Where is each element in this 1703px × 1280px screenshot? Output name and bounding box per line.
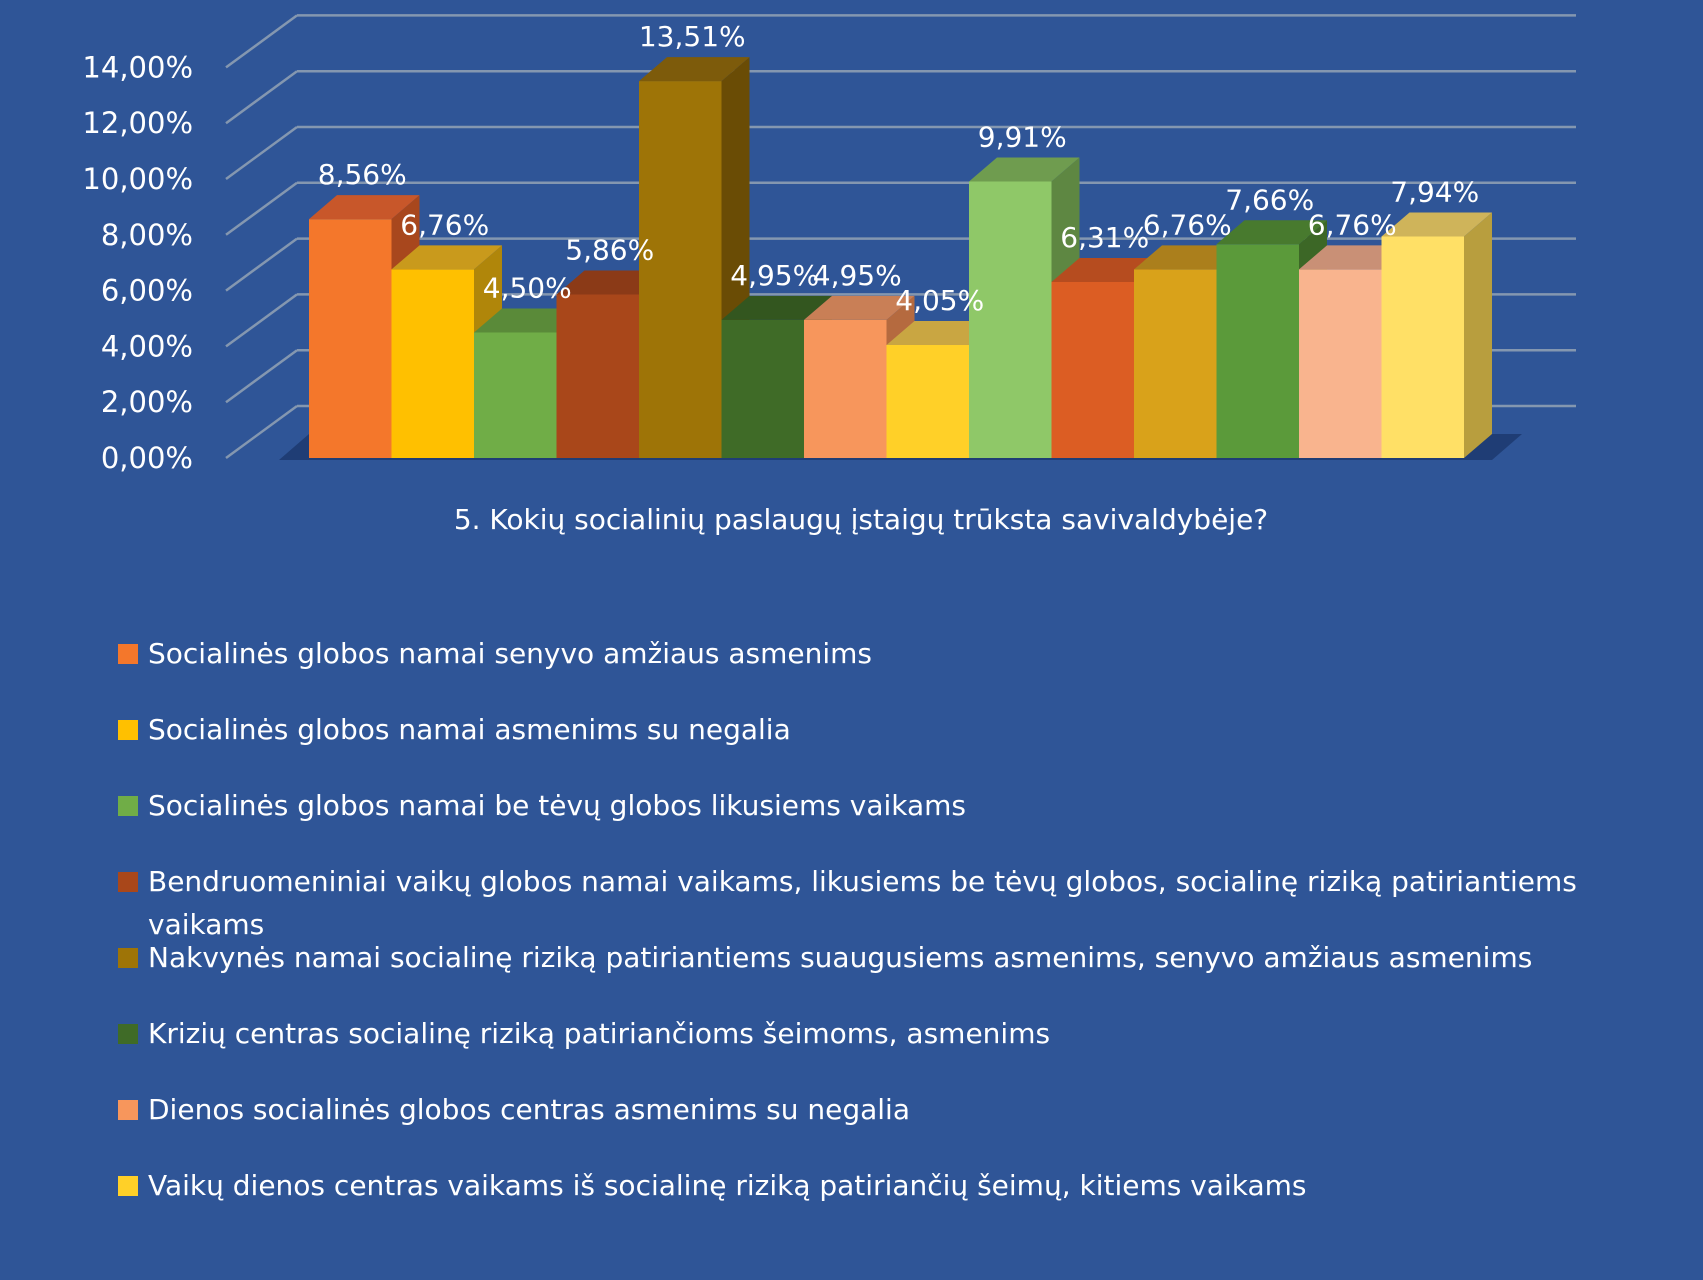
y-tick-label: 14,00% <box>82 50 193 84</box>
bar-top <box>639 57 750 82</box>
bar-front <box>391 269 474 458</box>
legend-label: Vaikų dienos centras vaikams iš socialin… <box>148 1169 1307 1202</box>
bars <box>279 57 1522 460</box>
y-tick-label: 8,00% <box>101 218 193 252</box>
gridline-perspective <box>225 293 298 348</box>
legend-swatch <box>118 1100 138 1120</box>
bar-top <box>391 245 502 270</box>
bar-front <box>1381 236 1464 458</box>
bar-top <box>309 195 420 220</box>
gridline-perspective <box>225 14 298 69</box>
y-tick-label: 12,00% <box>82 106 193 140</box>
legend-label: Bendruomeniniai vaikų globos namai vaika… <box>148 865 1577 941</box>
legend-swatch <box>118 872 138 892</box>
data-label: 8,56% <box>318 158 407 191</box>
data-label: 4,95% <box>730 259 819 292</box>
legend-swatch <box>118 1024 138 1044</box>
y-tick-label: 10,00% <box>82 162 193 196</box>
data-label: 9,91% <box>978 121 1067 154</box>
y-tick-label: 6,00% <box>101 274 193 308</box>
data-label: 6,76% <box>1143 208 1232 241</box>
legend-label: Dienos socialinės globos centras asmenim… <box>148 1093 910 1126</box>
gridline-perspective <box>225 181 298 236</box>
gridline-perspective <box>225 349 298 404</box>
y-axis: 0,00% 2,00% 4,00% 6,00% 8,00% 10,00% 12,00% 14,… <box>82 50 193 475</box>
legend-label: Socialinės globos namai senyvo amžiaus a… <box>148 637 873 670</box>
bar-front <box>1299 269 1382 458</box>
legend-swatch <box>118 796 138 816</box>
data-label: 5,86% <box>565 234 654 267</box>
bar-top <box>969 157 1080 182</box>
legend-swatch <box>118 1176 138 1196</box>
legend-item: Socialinės globos namai be tėvų globos l… <box>118 784 1618 827</box>
data-label: 7,94% <box>1390 175 1479 208</box>
bar-front <box>556 294 639 458</box>
bar-front <box>969 181 1052 459</box>
legend-item: Dienos socialinės globos centras asmenim… <box>118 1088 1618 1131</box>
legend-label: Socialinės globos namai be tėvų globos l… <box>148 789 967 822</box>
legend-label: Nakvynės namai socialinę riziką patirian… <box>148 941 1533 974</box>
chart-title: 5. Kokių socialinių paslaugų įstaigų trū… <box>454 503 1268 536</box>
data-label: 6,76% <box>1308 208 1397 241</box>
bar <box>309 195 420 458</box>
bar-top <box>721 295 832 320</box>
gridline-perspective <box>225 70 298 125</box>
data-labels: 8,56%6,76%4,50%5,86%13,51%4,95%4,95%4,05… <box>318 20 1479 317</box>
bar-front <box>639 81 722 459</box>
bar-front <box>1134 269 1217 458</box>
y-tick-label: 2,00% <box>101 385 193 419</box>
legend-label: Socialinės globos namai asmenims su nega… <box>148 713 791 746</box>
bar-top <box>804 295 915 320</box>
bar-front <box>474 332 557 458</box>
bar-front <box>1216 244 1299 458</box>
bar-front <box>721 319 804 458</box>
legend-item: Krizių centras socialinę riziką patirian… <box>118 1012 1618 1055</box>
legend-item: Socialinės globos namai asmenims su nega… <box>118 708 1618 751</box>
gridline-perspective <box>225 125 298 181</box>
bar <box>391 245 502 458</box>
data-label: 6,31% <box>1060 221 1149 254</box>
y-tick-label: 0,00% <box>101 441 193 475</box>
legend-item: Bendruomeniniai vaikų globos namai vaika… <box>118 860 1618 946</box>
data-label: 4,95% <box>813 259 902 292</box>
legend-label: Krizių centras socialinę riziką patirian… <box>148 1017 1051 1050</box>
legend-swatch <box>118 720 138 740</box>
legend-swatch <box>118 644 138 664</box>
y-tick-label: 4,00% <box>101 329 193 363</box>
bar-front <box>886 345 969 458</box>
legend-item: Nakvynės namai socialinę riziką patirian… <box>118 936 1618 979</box>
data-label: 6,76% <box>400 208 489 241</box>
gridline-perspective <box>225 404 298 460</box>
chart-area: 0,00% 2,00% 4,00% 6,00% 8,00% 10,00% 12,00% 14,… <box>0 0 1703 560</box>
bar-front <box>309 219 392 458</box>
legend-item: Vaikų dienos centras vaikams iš socialin… <box>118 1164 1618 1207</box>
data-label: 7,66% <box>1225 183 1314 216</box>
bar <box>1381 212 1492 458</box>
data-label: 4,05% <box>895 284 984 317</box>
data-label: 13,51% <box>639 20 746 53</box>
gridline-perspective <box>225 237 298 292</box>
bar-top <box>1381 212 1492 237</box>
bar-side <box>1464 212 1492 458</box>
bar-front <box>1051 281 1134 458</box>
data-label: 4,50% <box>483 271 572 304</box>
bar <box>804 295 915 458</box>
legend-item: Socialinės globos namai senyvo amžiaus a… <box>118 632 1618 675</box>
bar-top <box>1216 220 1327 245</box>
bar-front <box>804 319 887 458</box>
bar <box>969 157 1080 459</box>
legend-swatch <box>118 948 138 968</box>
bar-chart-3d: 0,00% 2,00% 4,00% 6,00% 8,00% 10,00% 12,00% 14,… <box>82 14 1576 536</box>
